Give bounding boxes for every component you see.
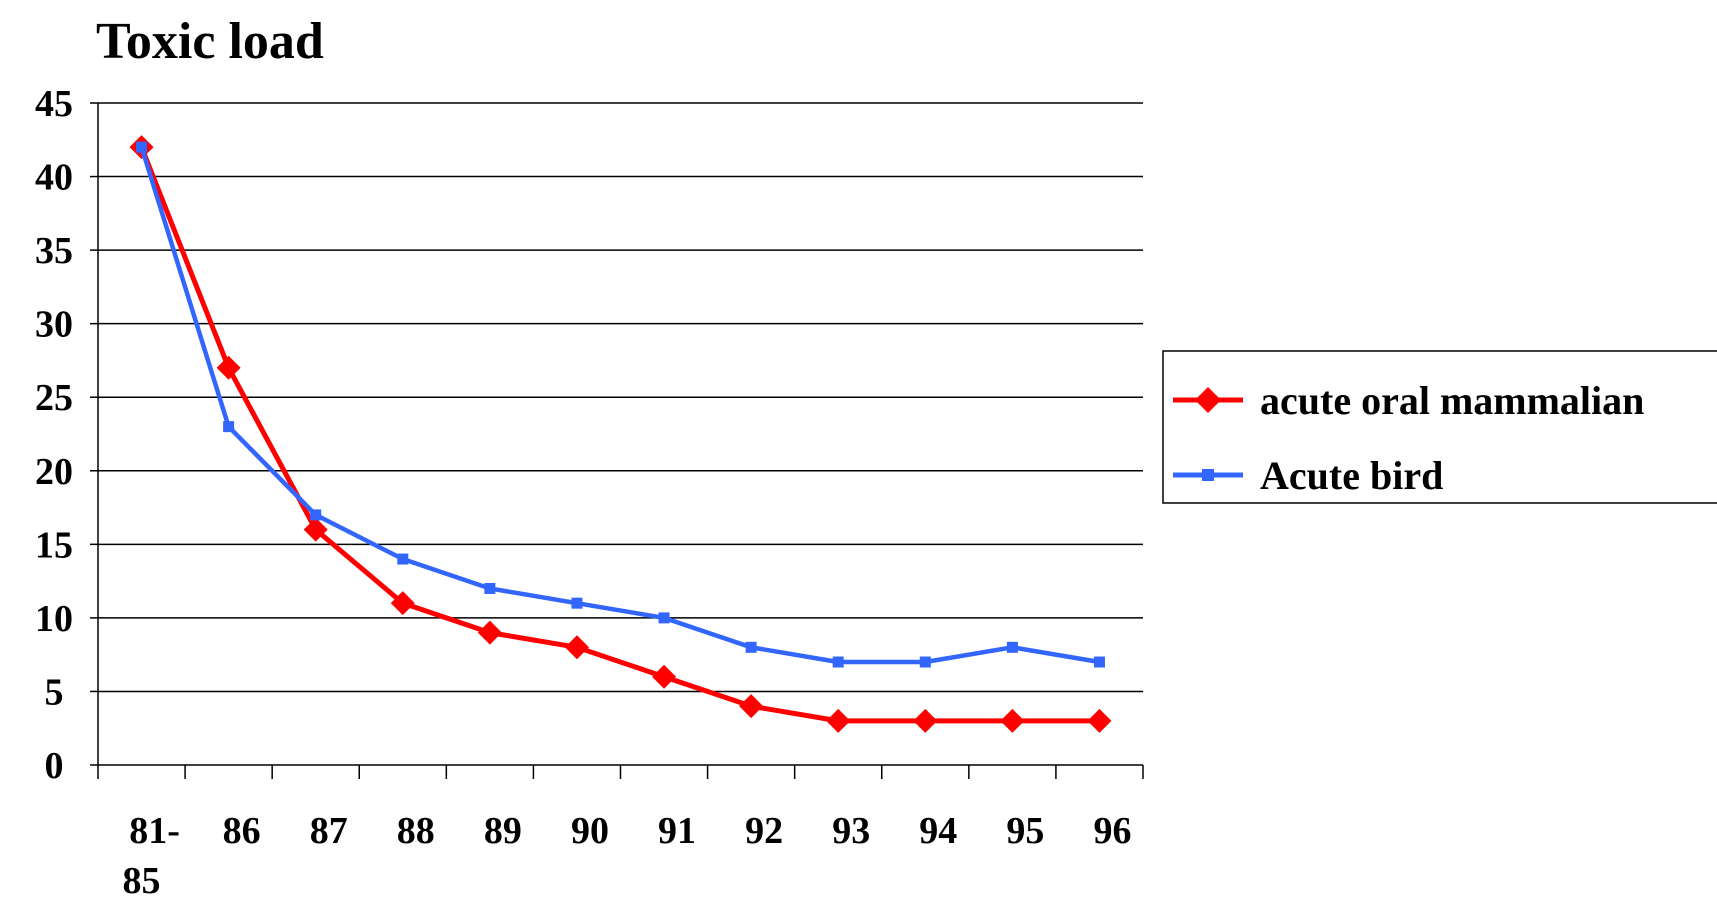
- x-tick-label: 88: [397, 810, 435, 852]
- y-tick-label: 5: [45, 671, 64, 713]
- legend-marker: [1195, 387, 1221, 413]
- y-tick-label: 10: [35, 598, 73, 640]
- data-point: [477, 620, 502, 645]
- data-point: [223, 421, 235, 433]
- data-point: [484, 582, 496, 594]
- data-point: [390, 591, 415, 616]
- y-tick-label: 35: [35, 230, 73, 272]
- legend-box: [1162, 350, 1717, 504]
- series-1: [136, 141, 1105, 668]
- y-tick-label: 30: [35, 304, 73, 346]
- x-tick-label: 93: [832, 810, 870, 852]
- gridlines: [98, 102, 1143, 693]
- y-tick-label: 15: [35, 524, 73, 566]
- x-tick-label: 87: [310, 810, 348, 852]
- data-point: [652, 664, 677, 689]
- series-line: [139, 146, 1100, 724]
- data-point: [832, 656, 844, 668]
- y-tick-label: 45: [35, 83, 73, 125]
- legend-entry: Acute bird: [1173, 453, 1443, 498]
- data-point: [1093, 656, 1105, 668]
- data-point: [826, 708, 851, 733]
- data-point: [310, 509, 322, 521]
- x-tick-label: 94: [919, 810, 957, 852]
- data-point: [913, 708, 938, 733]
- data-point: [216, 355, 241, 380]
- series: [129, 135, 1112, 733]
- legend-label: acute oral mammalian: [1260, 378, 1644, 423]
- chart-title: Toxic load: [96, 13, 324, 70]
- y-tick-label: 40: [35, 157, 73, 199]
- data-point: [397, 553, 409, 565]
- legend: acute oral mammalian Acute bird: [1162, 350, 1717, 504]
- data-point: [571, 597, 583, 609]
- x-tick-label: 81-85: [123, 810, 180, 902]
- y-tick-label: 0: [45, 745, 64, 787]
- x-tick-label: 95: [1006, 810, 1044, 852]
- y-tick-label: 25: [35, 377, 73, 419]
- axes: [90, 102, 1144, 779]
- x-tick-label: 92: [745, 810, 783, 852]
- x-tick-label: 86: [223, 810, 261, 852]
- x-tick-label: 90: [571, 810, 609, 852]
- x-tick-label: 96: [1093, 810, 1131, 852]
- x-tick-label: 91: [658, 810, 696, 852]
- data-point: [745, 641, 757, 653]
- data-point: [564, 635, 589, 660]
- legend-marker: [1202, 469, 1214, 481]
- legend-entry: acute oral mammalian: [1173, 378, 1644, 423]
- data-point: [658, 612, 670, 624]
- series-line: [139, 146, 1100, 665]
- data-point: [136, 141, 148, 153]
- series-0: [129, 135, 1112, 733]
- data-point: [303, 517, 328, 542]
- data-point: [919, 656, 931, 668]
- data-point: [1087, 708, 1112, 733]
- x-axis-ticks: 81-85 86 87 88 89 90 91 92 93 94 95 96: [123, 810, 1132, 902]
- data-point: [739, 694, 764, 719]
- x-tick-label: 89: [484, 810, 522, 852]
- y-axis-ticks: 0 5 10 15 20 25 30 35 40 45: [35, 83, 73, 787]
- data-point: [1000, 708, 1025, 733]
- y-tick-label: 20: [35, 451, 73, 493]
- data-point: [1006, 641, 1018, 653]
- legend-label: Acute bird: [1260, 453, 1443, 498]
